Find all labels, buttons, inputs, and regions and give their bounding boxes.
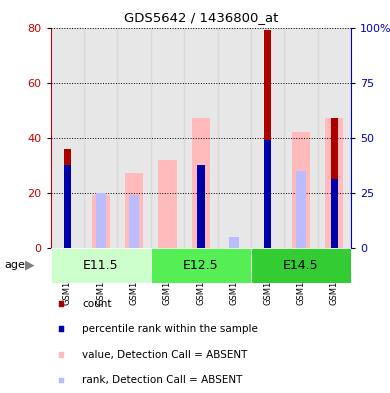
Bar <box>64 149 71 248</box>
Bar <box>251 28 284 248</box>
Text: count: count <box>82 299 112 309</box>
Bar <box>325 118 344 248</box>
Bar <box>264 30 271 248</box>
Text: E14.5: E14.5 <box>283 259 319 272</box>
Bar <box>218 28 251 248</box>
Bar <box>84 28 117 248</box>
Bar <box>197 165 204 248</box>
Bar <box>51 248 151 283</box>
Title: GDS5642 / 1436800_at: GDS5642 / 1436800_at <box>124 11 278 24</box>
Bar <box>284 28 317 248</box>
Bar <box>331 179 338 248</box>
Bar <box>296 171 306 248</box>
Bar <box>184 28 218 248</box>
Bar <box>292 132 310 248</box>
Bar <box>331 118 338 248</box>
Text: percentile rank within the sample: percentile rank within the sample <box>82 324 258 334</box>
Bar <box>125 173 143 248</box>
Text: value, Detection Call = ABSENT: value, Detection Call = ABSENT <box>82 350 247 360</box>
Bar <box>151 28 184 248</box>
Text: ▶: ▶ <box>25 259 35 272</box>
Bar <box>191 118 210 248</box>
Bar <box>317 28 351 248</box>
Bar <box>129 195 139 248</box>
Bar <box>64 165 71 248</box>
Bar <box>51 28 84 248</box>
Bar <box>158 160 177 248</box>
Bar <box>92 195 110 248</box>
Bar <box>229 237 239 248</box>
Bar <box>117 28 151 248</box>
Bar <box>151 248 251 283</box>
Text: age: age <box>4 260 25 270</box>
Text: E12.5: E12.5 <box>183 259 219 272</box>
Text: E11.5: E11.5 <box>83 259 119 272</box>
Bar <box>264 140 271 248</box>
Bar <box>251 248 351 283</box>
Bar <box>96 193 106 248</box>
Text: rank, Detection Call = ABSENT: rank, Detection Call = ABSENT <box>82 375 242 386</box>
